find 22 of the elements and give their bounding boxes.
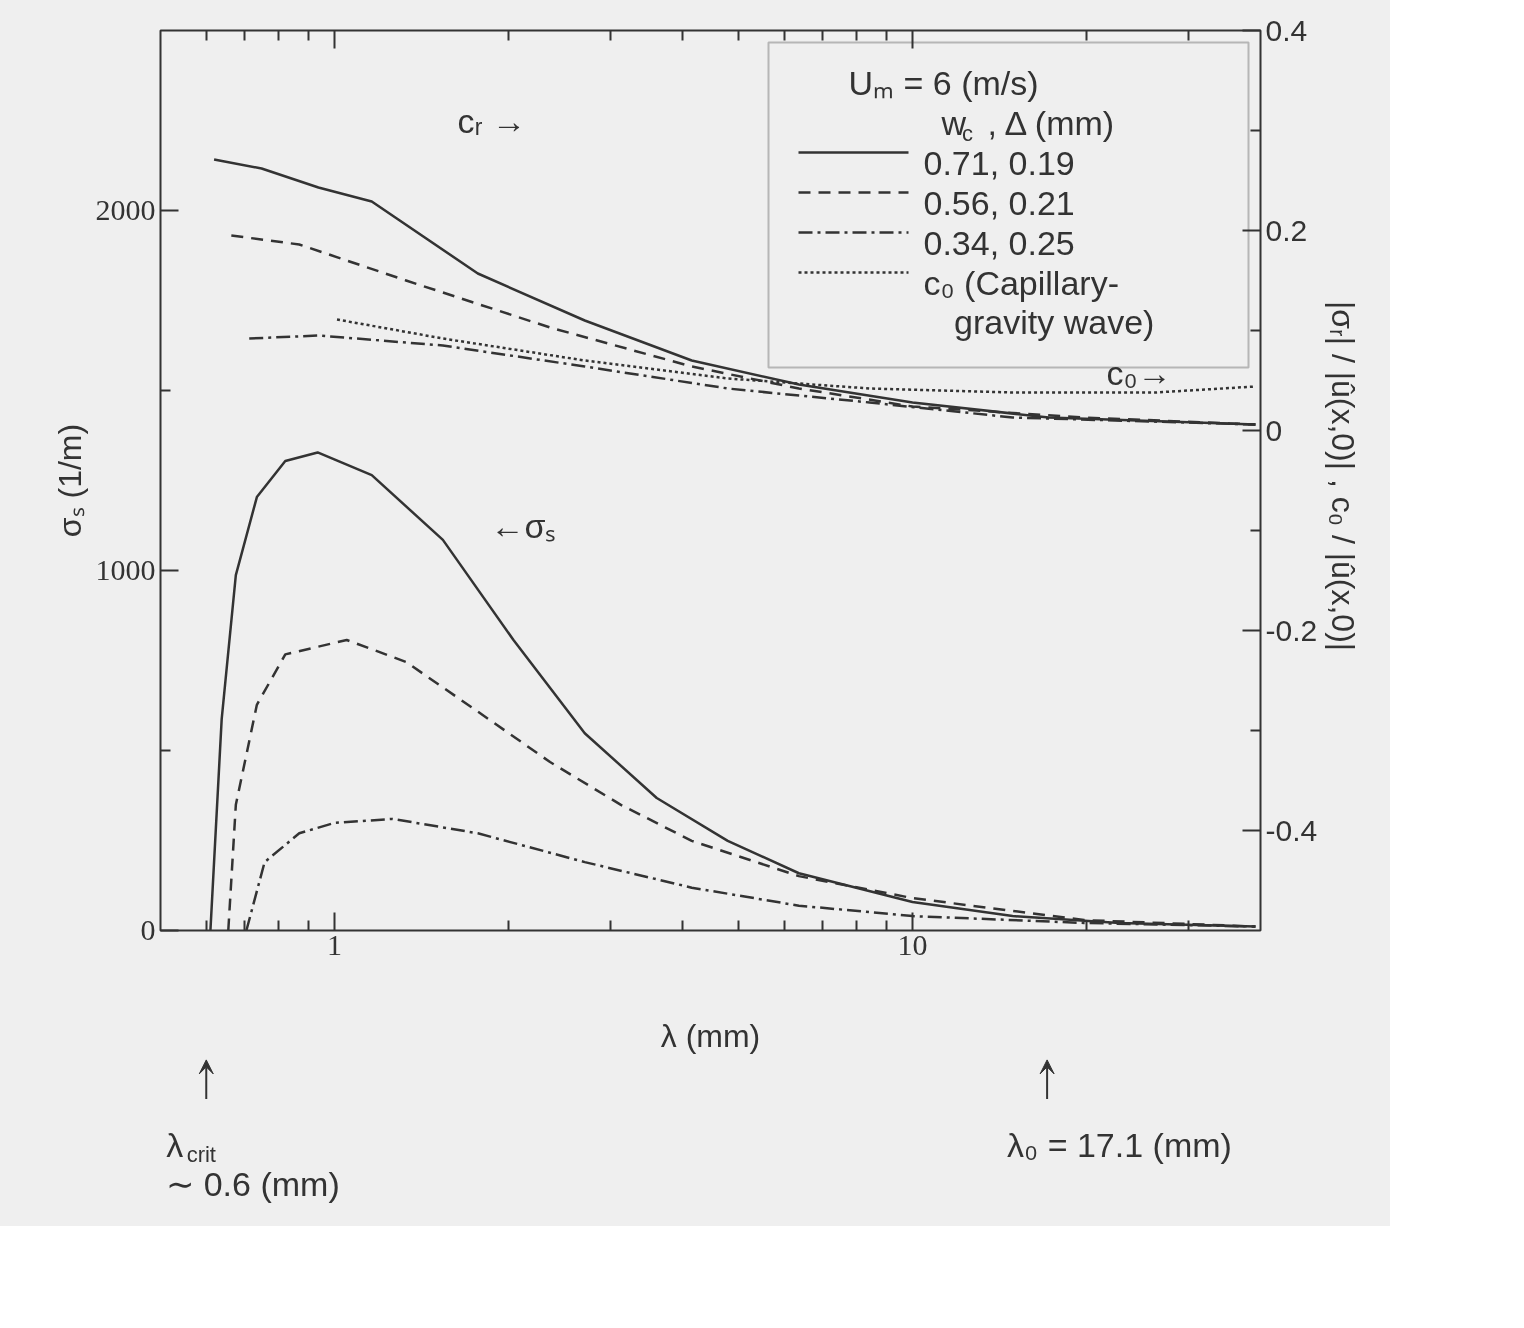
x-tick-label: 10 (897, 927, 928, 961)
text: λ₀ = 17.1 (mm) (1007, 1125, 1232, 1164)
legend-label: c₀ (Capillary-gravity wave) (923, 263, 1155, 341)
y2-tick-label: 0 (1265, 413, 1283, 447)
x-axis-title: λ (mm) (660, 1017, 761, 1054)
legend-label: 0.56, 0.21 (923, 183, 1075, 222)
annotation: cᵣ → (457, 101, 527, 140)
annotation: c₀→ (1106, 353, 1172, 392)
annotation: ←σₛ (490, 506, 557, 545)
y2-tick-label: 0.2 (1265, 213, 1308, 247)
legend-label: 0.71, 0.19 (923, 143, 1075, 182)
y-tick-label: 2000 (95, 193, 156, 226)
y2-tick-label: -0.2 (1265, 613, 1318, 647)
legend-label: 0.34, 0.25 (923, 223, 1075, 262)
y-axis-title: σₛ (1/m) (51, 423, 88, 538)
y-tick-label: 1000 (95, 553, 156, 586)
x-tick-label: 1 (327, 927, 342, 961)
legend-title: Uₘ = 6 (m/s) (848, 63, 1039, 102)
y2-axis-title: |σᵣ| / |û(x,0)| , c₀ / |û(x,0)| (1325, 300, 1362, 652)
y-tick-label: 0 (140, 913, 156, 946)
y2-tick-label: -0.4 (1265, 813, 1318, 847)
y2-tick-label: 0.4 (1265, 13, 1308, 47)
